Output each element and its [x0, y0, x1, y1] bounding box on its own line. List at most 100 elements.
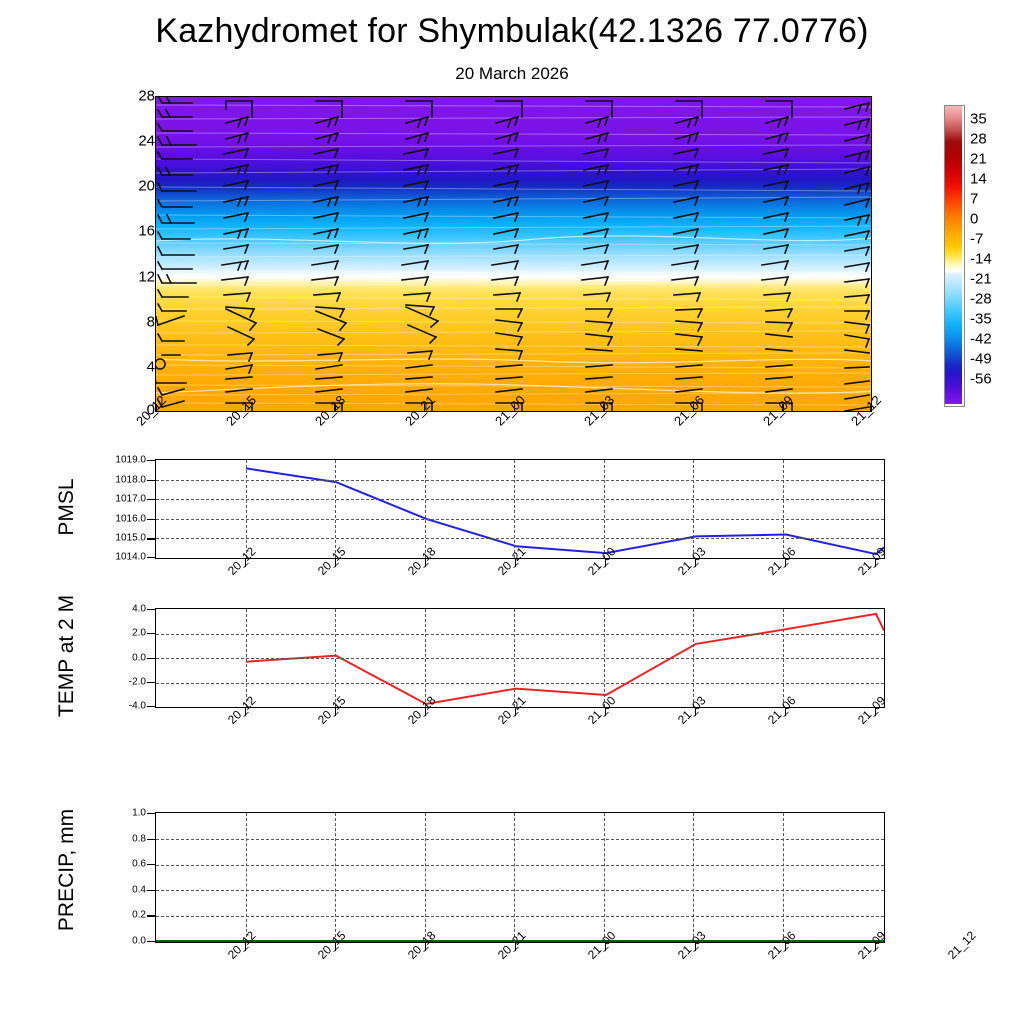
colorbar-tick-m42: -42 — [970, 330, 992, 348]
main-xtick-mark — [782, 404, 784, 412]
tick-mark — [695, 708, 697, 716]
main-xtick-mark — [692, 404, 695, 412]
tick-mark — [147, 538, 155, 540]
pmsl-axis-label: PMSL — [55, 478, 78, 536]
colorbar-tick-m49: -49 — [970, 350, 992, 368]
gridline-v — [603, 460, 605, 558]
precip-ytick-0: 0.0 — [132, 935, 146, 947]
gridline-h — [156, 890, 884, 892]
tick-mark — [515, 708, 517, 716]
tick-mark — [147, 609, 155, 611]
page-subtitle: 20 March 2026 — [455, 64, 569, 83]
gridline-h — [156, 838, 884, 840]
precip-axis-label: PRECIP, mm — [55, 808, 78, 932]
colorbar-tick-m56: -56 — [970, 370, 992, 388]
pmsl-plot[interactable] — [155, 459, 885, 559]
colorbar-tick-14: 14 — [970, 170, 987, 188]
gridline-v — [514, 813, 516, 942]
tick-mark — [147, 864, 155, 866]
temp-ytick-m4: -4.0 — [128, 700, 146, 712]
gridline-v — [782, 609, 784, 707]
tick-mark — [605, 708, 607, 716]
temp-ytick-0: 0.0 — [132, 652, 146, 663]
tick-mark — [875, 559, 877, 567]
gridline-v — [424, 813, 426, 942]
tick-mark — [147, 838, 155, 840]
main-ytick-20: 20 — [138, 177, 155, 195]
precip-line-series — [156, 940, 884, 942]
gridline-v — [335, 460, 337, 558]
tick-mark — [147, 518, 155, 520]
tick-mark — [335, 943, 337, 951]
main-ytick-12: 12 — [138, 268, 155, 286]
tick-mark — [785, 943, 787, 951]
gridline-h — [156, 633, 884, 635]
tick-mark — [515, 559, 517, 567]
main-y-axis: 28 24 20 16 12 8 4 0 — [108, 88, 155, 419]
precip-xlabel-8: 21_12 — [945, 928, 979, 962]
colorbar-tick-m14: -14 — [970, 250, 992, 268]
gridline-h — [156, 864, 884, 866]
colorbar-tick-21: 21 — [970, 150, 987, 168]
pmsl-ytick-1015: 1015.0 — [115, 532, 146, 544]
temp-ytick-2: 2.0 — [132, 627, 146, 639]
tick-mark — [147, 706, 155, 708]
gridline-v — [693, 609, 695, 707]
gridline-v — [693, 813, 695, 942]
tick-mark — [695, 559, 697, 567]
temperature-cross-section-plot[interactable] — [155, 96, 872, 412]
temperature-colorbar[interactable] — [944, 105, 965, 407]
gridline-h — [156, 658, 884, 659]
precip-y-axis: 1.0 0.8 0.6 0.4 0.2 0.0 — [100, 808, 155, 947]
main-xtick-mark — [244, 404, 247, 412]
gridline-v — [335, 609, 337, 707]
tick-mark — [147, 813, 155, 815]
pmsl-y-axis: 1019.0 1018.0 1017.0 1016.0 1015.0 1014.… — [100, 455, 155, 563]
main-ytick-4: 4 — [146, 358, 155, 376]
tick-mark — [425, 943, 427, 951]
pmsl-line-series — [245, 467, 884, 556]
tick-mark — [695, 943, 697, 951]
colorbar-tick-28: 28 — [970, 130, 987, 148]
gridline-v — [424, 609, 426, 707]
precip-ytick-02: 0.2 — [132, 909, 146, 921]
pmsl-ytick-1016: 1016.0 — [115, 513, 146, 525]
temp-ytick-m2: -2.0 — [128, 676, 146, 688]
gridline-h — [156, 518, 884, 520]
tick-mark — [875, 708, 877, 716]
tick-mark — [147, 657, 155, 659]
main-ytick-28: 28 — [138, 87, 155, 105]
tick-mark — [785, 559, 787, 567]
colorbar-tick-0: 0 — [970, 210, 979, 228]
gridline-h — [156, 538, 884, 540]
tick-mark — [147, 460, 155, 462]
precip-ytick-08: 0.8 — [132, 833, 146, 845]
main-ytick-16: 16 — [138, 222, 155, 240]
main-ytick-0: 0 — [146, 401, 155, 419]
gridline-h — [156, 499, 884, 501]
tick-mark — [335, 559, 337, 567]
temp-y-axis: 4.0 2.0 0.0 -2.0 -4.0 — [100, 604, 155, 712]
tick-mark — [147, 633, 155, 635]
tick-mark — [335, 708, 337, 716]
tick-mark — [245, 559, 247, 567]
wind-barbs-overlay — [156, 97, 871, 411]
temp-ytick-4: 4.0 — [132, 603, 146, 615]
colorbar-tick-35: 35 — [970, 110, 987, 128]
temp-line-series — [245, 612, 884, 706]
main-xtick-mark — [603, 404, 605, 412]
tick-mark — [785, 708, 787, 716]
tick-mark — [147, 681, 155, 683]
page-title: Kazhydromet for Shymbulak(42.1326 77.077… — [155, 12, 869, 50]
pmsl-ytick-1019: 1019.0 — [115, 454, 146, 466]
precip-x-axis: 20_12 20_15 20_18 20_21 21_00 21_03 21_0… — [155, 928, 978, 991]
temp-at-2m-plot[interactable] — [155, 608, 885, 708]
precip-plot[interactable] — [155, 812, 885, 943]
main-xtick-mark — [870, 404, 872, 412]
tick-mark — [147, 499, 155, 501]
main-ytick-8: 8 — [146, 313, 155, 331]
pmsl-ytick-1018: 1018.0 — [115, 474, 146, 486]
gridline-v — [603, 813, 605, 942]
pmsl-ytick-1014: 1014.0 — [115, 551, 146, 563]
precip-ytick-06: 0.6 — [132, 858, 146, 870]
